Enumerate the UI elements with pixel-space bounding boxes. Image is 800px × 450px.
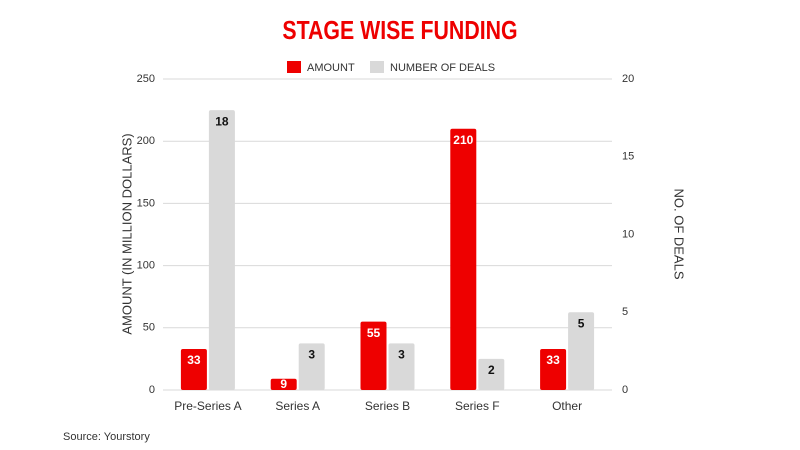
x-tick-label: Series A bbox=[275, 399, 320, 413]
value-label: 33 bbox=[187, 353, 201, 367]
value-label: 9 bbox=[280, 377, 287, 391]
value-label: 3 bbox=[308, 348, 315, 362]
y2-axis-label: NO. OF DEALS bbox=[672, 188, 687, 279]
y-axis-label: AMOUNT (IN MILLION DOLLARS) bbox=[119, 133, 134, 334]
legend-swatch bbox=[287, 61, 301, 73]
value-label: 33 bbox=[546, 353, 560, 367]
value-label: 55 bbox=[367, 326, 381, 340]
chart-title: STAGE WISE FUNDING bbox=[282, 16, 517, 46]
bar bbox=[270, 378, 297, 390]
y2-tick-label: 15 bbox=[622, 151, 634, 163]
value-label: 2 bbox=[488, 363, 495, 377]
bar bbox=[388, 343, 415, 390]
source-note: Source: Yourstory bbox=[63, 431, 150, 443]
bar bbox=[298, 343, 325, 390]
y-tick-label: 100 bbox=[137, 260, 155, 272]
bar bbox=[180, 348, 207, 390]
y-tick-label: 250 bbox=[137, 73, 155, 85]
y-tick-label: 50 bbox=[143, 322, 155, 334]
bar bbox=[568, 312, 595, 390]
value-label: 18 bbox=[215, 114, 229, 128]
legend-swatch bbox=[370, 61, 384, 73]
value-label: 210 bbox=[453, 133, 473, 147]
y-tick-label: 200 bbox=[137, 135, 155, 147]
y-tick-label: 0 bbox=[149, 384, 155, 396]
value-label: 5 bbox=[578, 316, 585, 330]
y2-tick-label: 10 bbox=[622, 228, 634, 240]
x-tick-label: Series B bbox=[365, 399, 410, 413]
x-tick-label: Series F bbox=[455, 399, 500, 413]
bar bbox=[360, 321, 387, 390]
y2-tick-label: 5 bbox=[622, 306, 628, 318]
x-tick-label: Pre-Series A bbox=[174, 399, 241, 413]
y-tick-label: 150 bbox=[137, 197, 155, 209]
legend-label: NUMBER OF DEALS bbox=[390, 62, 495, 74]
y2-tick-label: 20 bbox=[622, 73, 634, 85]
bar bbox=[540, 348, 567, 390]
bar bbox=[208, 110, 235, 390]
legend-label: AMOUNT bbox=[307, 62, 355, 74]
x-tick-label: Other bbox=[552, 399, 582, 413]
y2-tick-label: 0 bbox=[622, 384, 628, 396]
bar bbox=[450, 128, 477, 390]
bar bbox=[478, 358, 505, 390]
value-label: 3 bbox=[398, 348, 405, 362]
